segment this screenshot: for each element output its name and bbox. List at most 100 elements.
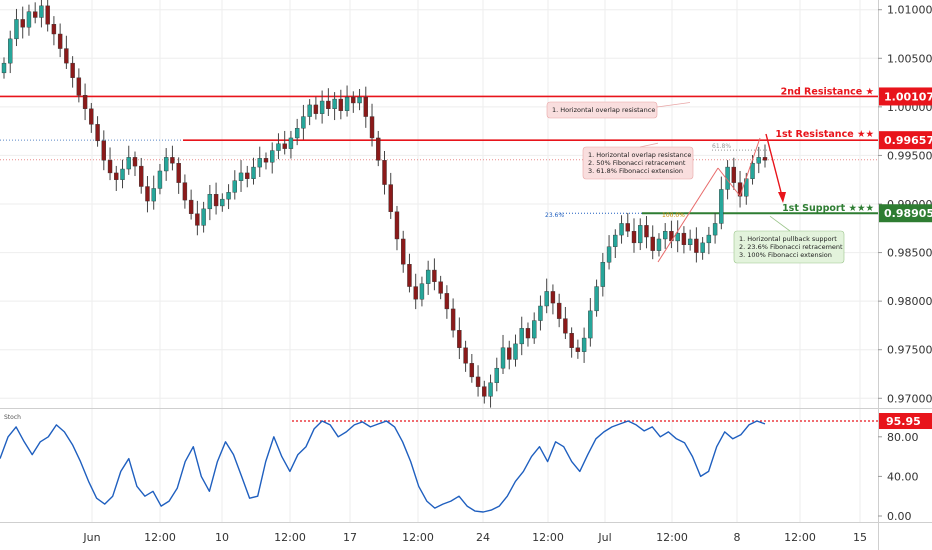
- time-tick-label: Jul: [597, 531, 611, 544]
- candle-body: [556, 302, 562, 319]
- candle-body: [188, 199, 194, 214]
- candle-body: [544, 291, 549, 307]
- candle-body: [14, 19, 19, 40]
- price-tick-label: 0.97000: [887, 392, 932, 405]
- candle-body: [213, 194, 219, 207]
- r1-note-leader: [639, 142, 659, 148]
- stoch-tick-label: 0.00: [887, 510, 912, 523]
- candle-body: [57, 33, 63, 49]
- candle-body: [45, 5, 50, 25]
- s1-note-text: 1. Horizontal pullback support 2. 23.6% F…: [739, 235, 843, 259]
- candle-body: [619, 223, 624, 236]
- time-tick-label: 15: [853, 531, 867, 544]
- r2-note-text: 1. Horizontal overlap resistance: [552, 106, 655, 114]
- candle-body: [276, 143, 281, 151]
- candle-body: [438, 281, 443, 294]
- candle-body: [139, 165, 144, 187]
- fib-leg-2: [717, 167, 741, 197]
- candle-body: [675, 232, 680, 242]
- candle-body: [170, 157, 175, 164]
- first-support-price-value: 0.98905: [884, 207, 932, 220]
- candle-body: [95, 124, 100, 142]
- candle-body: [644, 225, 649, 238]
- time-tick-label: 12:00: [532, 531, 564, 544]
- stoch-indicator-label: Stoch: [4, 414, 21, 421]
- price-tick-label: 0.98500: [887, 247, 932, 260]
- candle-body: [594, 286, 599, 312]
- fib-236-label: 23.6%: [545, 212, 564, 219]
- candle-body: [525, 328, 531, 339]
- candle-body: [463, 347, 468, 364]
- candle-body: [432, 269, 437, 282]
- time-tick-label: 12:00: [784, 531, 816, 544]
- candle-body: [631, 230, 637, 244]
- candle-body: [625, 223, 630, 232]
- candle-body: [550, 291, 556, 304]
- candle-body: [575, 347, 581, 352]
- candle-body: [251, 166, 256, 179]
- candle-body: [270, 150, 275, 163]
- fib-100-label: 100.0%: [662, 212, 685, 219]
- candle-body: [581, 337, 587, 352]
- first-support-price-tag: [879, 204, 932, 223]
- candle-body: [513, 343, 518, 360]
- candle-body: [700, 242, 705, 253]
- time-tick-label: 10: [215, 531, 229, 544]
- time-axis[interactable]: Jun 12:00 10 12:00 17 12:00 24 12:00 Jul 12:00 8 12…: [82, 531, 867, 544]
- candle-body: [257, 158, 262, 168]
- second-resistance-price-value: 1.00107: [884, 90, 932, 103]
- candle-body: [307, 104, 312, 117]
- candle-body: [220, 198, 225, 207]
- fib-leg-1: [657, 167, 719, 263]
- candle-body: [687, 238, 693, 246]
- candle-body: [694, 238, 699, 253]
- projection-arrow: [765, 133, 783, 197]
- candle-body: [226, 192, 231, 200]
- candle-body: [538, 305, 543, 321]
- candle-body: [8, 38, 13, 64]
- candle-body: [388, 184, 393, 212]
- candle-body: [282, 143, 287, 149]
- candle-body: [731, 166, 737, 183]
- candle-body: [394, 211, 400, 240]
- candle-body: [195, 213, 200, 226]
- candle-body: [301, 116, 306, 129]
- time-tick-label: 12:00: [274, 531, 306, 544]
- candle-body: [482, 386, 487, 397]
- time-tick-label: 12:00: [144, 531, 176, 544]
- candle-body: [681, 232, 687, 245]
- candle-body: [151, 188, 156, 202]
- candle-body: [600, 262, 606, 287]
- candle-body: [263, 158, 269, 163]
- candle-body: [419, 283, 425, 300]
- candle-body: [26, 11, 32, 28]
- candle-body: [288, 137, 294, 149]
- candle-body: [294, 128, 300, 139]
- stoch-value-tag: [879, 413, 932, 430]
- r1-note-text: 1. Horizontal overlap resistance 2. 50% F…: [588, 151, 691, 175]
- candle-body: [132, 157, 138, 167]
- candle-body: [363, 96, 368, 117]
- second-resistance-price-tag: [879, 87, 932, 106]
- candle-body: [238, 172, 244, 181]
- candle-body: [457, 330, 462, 348]
- stoch-axis[interactable]: 80.00 40.00 0.00: [878, 431, 919, 523]
- candle-body: [101, 140, 107, 161]
- first-resistance-price-value: 0.99657: [884, 134, 932, 147]
- candle-body: [39, 5, 44, 18]
- candle-body: [1, 62, 7, 74]
- candle-body: [569, 333, 574, 348]
- candle-body: [182, 182, 188, 201]
- candle-body: [662, 230, 668, 240]
- candle-body: [376, 137, 381, 161]
- time-tick-label: 24: [476, 531, 490, 544]
- r1-note-box: [582, 146, 694, 180]
- candle-body: [20, 19, 25, 28]
- stoch-value: 95.95: [886, 415, 921, 428]
- candle-body: [89, 108, 94, 125]
- first-resistance-price-tag: [879, 131, 932, 150]
- candle-body: [207, 194, 213, 210]
- candle-body: [114, 172, 119, 180]
- candle-body: [351, 96, 356, 104]
